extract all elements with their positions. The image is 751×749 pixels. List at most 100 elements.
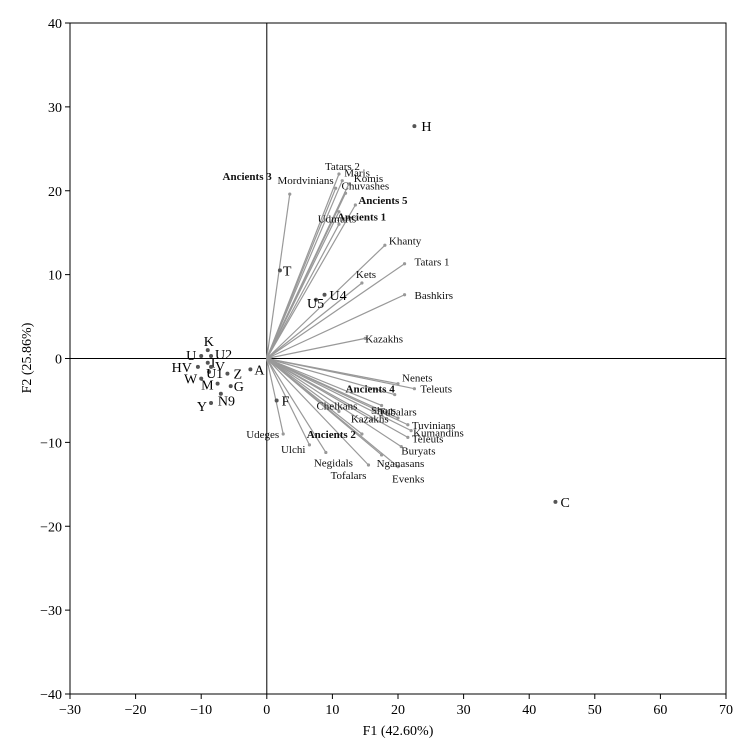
variable-vector xyxy=(266,357,409,426)
y-tick-label: −20 xyxy=(40,520,62,535)
observation-point xyxy=(195,364,200,369)
variable-label: Evenks xyxy=(392,474,424,486)
observation-points: H T U4 U5 KU U2I HV VU1 Z A W M GN9 Y F C xyxy=(172,120,570,511)
variable-label: Kazakhs xyxy=(351,414,389,426)
observation-point xyxy=(322,292,327,297)
observation-label: U5 xyxy=(307,297,324,312)
variable-point xyxy=(337,222,341,226)
y-tick-label: −40 xyxy=(40,688,62,703)
y-tick-label: 30 xyxy=(48,101,62,116)
variable-point xyxy=(360,432,364,436)
variable-point xyxy=(360,281,364,285)
observation-point xyxy=(248,367,253,372)
variable-point xyxy=(366,463,371,467)
variable-point xyxy=(380,403,384,408)
variable-label: Komis xyxy=(354,173,383,185)
variable-label: Udeges xyxy=(246,429,279,441)
observation-label: V xyxy=(215,360,225,375)
observation-label: U xyxy=(186,349,196,364)
variable-point xyxy=(412,387,416,391)
variable-point xyxy=(383,243,387,247)
zero-lines xyxy=(70,23,726,694)
variable-vector xyxy=(266,224,340,359)
x-tick-label: −30 xyxy=(59,703,81,718)
observation-label: HV xyxy=(172,361,192,376)
variable-label: Mordvinians xyxy=(277,175,333,187)
variable-point xyxy=(353,203,357,207)
variable-vector xyxy=(266,358,284,435)
x-tick-label: 10 xyxy=(325,703,339,718)
x-tick-label: 50 xyxy=(588,703,602,718)
variable-label: Chelkans xyxy=(316,400,357,412)
variable-point xyxy=(337,172,341,176)
variable-vectors xyxy=(266,172,416,469)
x-tick-label: −20 xyxy=(125,703,147,718)
variable-label: Tatars 2 xyxy=(325,161,360,173)
observation-label: I xyxy=(211,357,216,372)
variable-point xyxy=(343,191,348,195)
variable-label: Shors xyxy=(371,405,396,417)
variable-vector xyxy=(266,357,409,438)
variable-label: Tatars 1 xyxy=(415,257,450,269)
variable-vector xyxy=(266,358,327,453)
variable-point xyxy=(370,418,374,422)
variable-vector xyxy=(266,188,337,359)
variable-point xyxy=(409,429,413,433)
observation-point xyxy=(205,348,210,353)
observation-point xyxy=(209,400,214,405)
observation-label: C xyxy=(560,496,569,511)
variable-point xyxy=(337,210,341,214)
y-tick-label: 0 xyxy=(55,353,62,368)
variable-label: Teleuts xyxy=(412,433,444,445)
variable-point xyxy=(347,182,351,186)
variable-point xyxy=(402,293,407,297)
observation-point xyxy=(209,364,214,369)
variable-label: Ancients 4 xyxy=(346,384,396,396)
variable-label: Nganasans xyxy=(377,458,425,470)
variable-label: Kazakhs xyxy=(365,333,403,345)
variable-vector xyxy=(266,357,412,432)
variable-vector xyxy=(266,358,369,466)
observation-point xyxy=(314,297,318,302)
variable-vector xyxy=(266,294,405,360)
y-tick-label: 40 xyxy=(48,17,62,32)
variable-label: Nenets xyxy=(402,373,433,385)
variable-label: Maris xyxy=(344,168,370,180)
variable-point xyxy=(406,435,410,439)
observation-label: F xyxy=(282,394,290,409)
variable-label: Khanty xyxy=(389,235,422,247)
observation-point xyxy=(274,398,279,403)
observation-label: H xyxy=(421,120,431,135)
variable-vector xyxy=(266,337,366,360)
variable-label: Tuvinians xyxy=(412,420,456,432)
variable-label: Ancients 1 xyxy=(337,211,386,223)
variable-point xyxy=(337,409,341,413)
variable-label: Negidals xyxy=(314,457,353,469)
observation-label: Z xyxy=(233,368,242,383)
observation-label: T xyxy=(283,264,292,279)
variable-vector xyxy=(266,357,395,396)
variable-vector xyxy=(266,282,363,359)
x-tick-label: 0 xyxy=(263,703,270,718)
observation-point xyxy=(215,381,220,386)
variable-vector xyxy=(266,263,405,359)
observation-point xyxy=(218,391,223,396)
variable-label: Tubalars xyxy=(379,406,417,418)
observation-label: U2 xyxy=(215,348,232,363)
variable-label: Ancients 2 xyxy=(307,429,357,441)
observation-label: U1 xyxy=(206,367,223,382)
variable-label: Buryats xyxy=(401,446,435,458)
observation-point xyxy=(199,353,204,358)
observation-point xyxy=(277,268,282,273)
variable-label: Chuvashes xyxy=(342,180,390,192)
variable-point xyxy=(406,423,410,427)
variable-vector xyxy=(266,358,310,446)
observation-label: Y xyxy=(197,400,207,415)
observation-point xyxy=(207,369,212,374)
y-tick-label: 20 xyxy=(48,185,62,200)
variable-point xyxy=(396,416,400,420)
x-tick-label: 60 xyxy=(653,703,667,718)
observation-point xyxy=(228,384,233,389)
y-tick-label: −30 xyxy=(40,604,62,619)
